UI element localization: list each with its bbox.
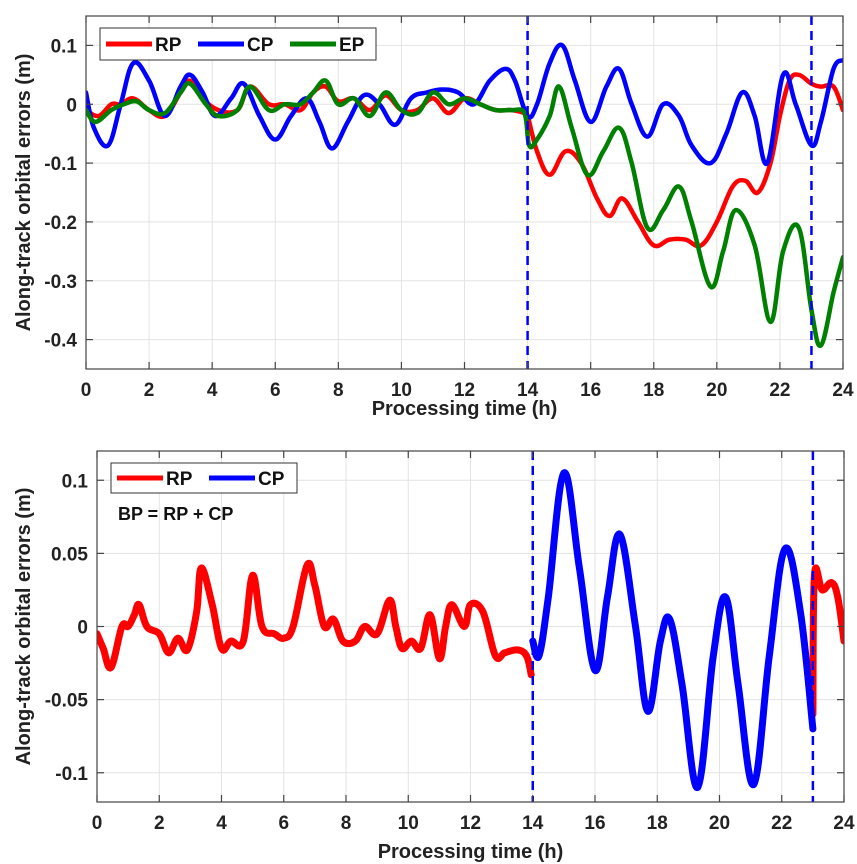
x-tick-label: 12: [460, 813, 481, 834]
series-group: [86, 42, 843, 348]
series-line-cp: [529, 469, 817, 791]
y-tick-label: -0.4: [44, 331, 77, 352]
x-tick-label: 24: [833, 813, 855, 834]
y-tick-label: 0.1: [51, 36, 78, 57]
x-tick-label: 0: [92, 813, 103, 834]
x-tick-label: 20: [709, 813, 730, 834]
x-tick-label: 8: [333, 380, 344, 401]
legend: RP CP: [110, 462, 298, 494]
x-tick-label: 8: [341, 813, 352, 834]
x-axis-label: Processing time (h): [372, 398, 558, 420]
legend: RP CP EP: [99, 27, 377, 61]
y-tick-label: -0.05: [45, 691, 89, 712]
x-tick-label: 18: [647, 813, 668, 834]
top-panel: 0 2 4 6 8 10 12 14 16 18 20 22 240.10-0.1-0.2-0.3-0.…: [13, 15, 854, 420]
x-tick-label: 6: [270, 380, 281, 401]
x-tick-label: 22: [769, 380, 790, 401]
x-tick-label: 0: [81, 380, 92, 401]
legend-label-cp: CP: [247, 35, 274, 56]
x-tick-label: 14: [522, 813, 544, 834]
x-tick-label: 16: [584, 813, 605, 834]
x-tick-label: 22: [771, 813, 792, 834]
x-tick-label: 4: [216, 813, 227, 834]
y-tick-label: 0: [77, 618, 88, 639]
y-axis-label: Along-track orbital errors (m): [13, 54, 35, 332]
y-tick-label: -0.2: [44, 213, 77, 234]
x-tick-label: 2: [154, 813, 165, 834]
series-line-rp: [809, 564, 844, 718]
y-tick-label: 0.05: [51, 544, 88, 565]
bottom-panel: 0 2 4 6 8 10 12 14 16 18 20 22 240.10.050-0.05-0.1Pr…: [13, 450, 855, 863]
x-tick-label: 12: [454, 380, 475, 401]
legend-label-ep: EP: [339, 35, 365, 56]
series-group: [97, 469, 844, 791]
series-line-rp: [97, 559, 535, 679]
legend-label-rp: RP: [155, 35, 182, 56]
y-tick-label: 0.1: [62, 471, 89, 492]
y-tick-label: 0: [66, 95, 77, 116]
x-tick-label: 20: [706, 380, 727, 401]
y-tick-label: -0.3: [44, 272, 77, 293]
x-tick-label: 24: [832, 380, 854, 401]
x-tick-label: 14: [517, 380, 539, 401]
y-tick-label: -0.1: [55, 764, 88, 785]
x-tick-label: 6: [278, 813, 289, 834]
annotation-text: BP = RP + CP: [118, 504, 233, 524]
x-tick-label: 18: [643, 380, 664, 401]
x-tick-label: 16: [580, 380, 601, 401]
y-axis-label: Along-track orbital errors (m): [13, 488, 35, 766]
legend-label-cp: CP: [258, 469, 285, 490]
series-line-ep: [86, 78, 843, 348]
x-tick-label: 4: [207, 380, 218, 401]
x-tick-label: 2: [144, 380, 155, 401]
x-tick-label: 10: [391, 380, 412, 401]
x-axis-label: Processing time (h): [378, 841, 564, 863]
legend-label-rp: RP: [166, 469, 193, 490]
x-tick-label: 10: [398, 813, 419, 834]
y-tick-label: -0.1: [44, 154, 77, 175]
